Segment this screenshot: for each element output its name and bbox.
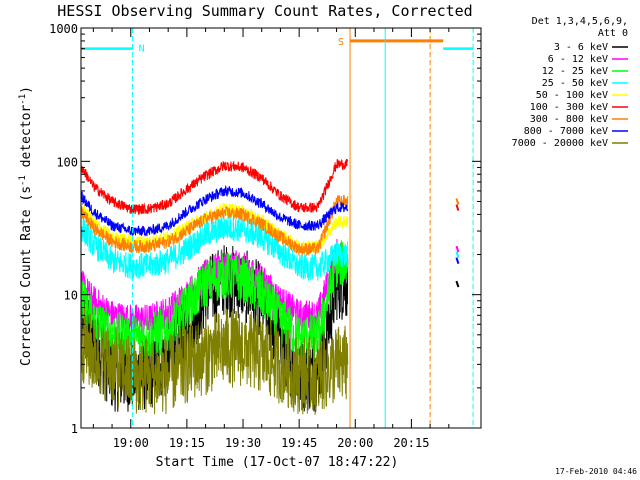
- x-axis-label: Start Time (17-Oct-07 18:47:22): [156, 455, 399, 470]
- x-tick-label-4: 20:00: [337, 436, 373, 450]
- legend-entry-label-6: 300 - 800 keV: [530, 114, 608, 125]
- legend-entry-label-5: 100 - 300 keV: [530, 102, 608, 113]
- post-gap-mark-3: [455, 251, 460, 258]
- post-gap-mark-2: [455, 245, 460, 253]
- axes: 1 10 100 1000 19:00 19:15 19:30 19:45 20:00 20:15: [49, 22, 482, 450]
- series-line-3: [80, 215, 349, 281]
- footer-date: 17-Feb-2010 04:46: [555, 467, 637, 476]
- x-tick-label-5: 20:15: [393, 436, 429, 450]
- series-line-2: [80, 240, 349, 362]
- y-tick-label-2: 100: [56, 155, 78, 169]
- x-tick-label-1: 19:15: [169, 436, 205, 450]
- legend-entry-label-1: 6 - 12 keV: [548, 54, 608, 65]
- legend-entry-label-8: 7000 - 20000 keV: [512, 138, 608, 149]
- post-gap-mark-5: [455, 280, 460, 288]
- legend-entry-label-2: 12 - 25 keV: [542, 66, 608, 77]
- legend-header-1: Att 0: [598, 28, 628, 39]
- y-axis-label-main: Corrected Count Rate (s: [19, 186, 34, 366]
- y-axis-label-mid: detector: [19, 105, 34, 176]
- chart-title: HESSI Observing Summary Count Rates, Cor…: [57, 2, 472, 20]
- y-tick-label-1: 10: [64, 289, 78, 303]
- post-gap-mark-4: [455, 257, 460, 264]
- series-line-8: [80, 306, 349, 415]
- night-label: N: [139, 44, 145, 55]
- y-axis-label-end: ): [19, 86, 34, 94]
- y-tick-label-0: 1: [71, 422, 78, 436]
- plot-area: NS: [80, 28, 474, 428]
- x-tick-label-3: 19:45: [281, 436, 317, 450]
- post-gap-mark-1: [455, 204, 460, 211]
- post-gap-mark-0: [455, 198, 460, 205]
- legend-entry-label-7: 800 - 7000 keV: [524, 126, 608, 137]
- y-tick-label-3: 1000: [49, 22, 78, 36]
- y-axis-label: Corrected Count Rate (s-1 detector-1): [18, 86, 34, 366]
- legend-header-0: Det 1,3,4,5,6,9,: [532, 16, 628, 27]
- series-line-5: [80, 158, 349, 216]
- legend-entry-label-0: 3 - 6 keV: [554, 42, 608, 53]
- svg-text:Corrected Count Rate (s-1 dete: Corrected Count Rate (s-1 detector-1): [18, 86, 34, 366]
- legend-entry-label-4: 50 - 100 keV: [536, 90, 608, 101]
- series-line-6: [80, 194, 349, 257]
- series-line-7: [80, 184, 349, 237]
- plot-frame: [80, 27, 482, 429]
- legend-entry-label-3: 25 - 50 keV: [542, 78, 608, 89]
- y-axis-label-sup2: -1: [18, 94, 28, 105]
- x-tick-label-2: 19:30: [225, 436, 261, 450]
- x-tick-label-0: 19:00: [113, 436, 149, 450]
- saa-label: S: [338, 37, 344, 48]
- y-axis-label-sup1: -1: [18, 175, 28, 186]
